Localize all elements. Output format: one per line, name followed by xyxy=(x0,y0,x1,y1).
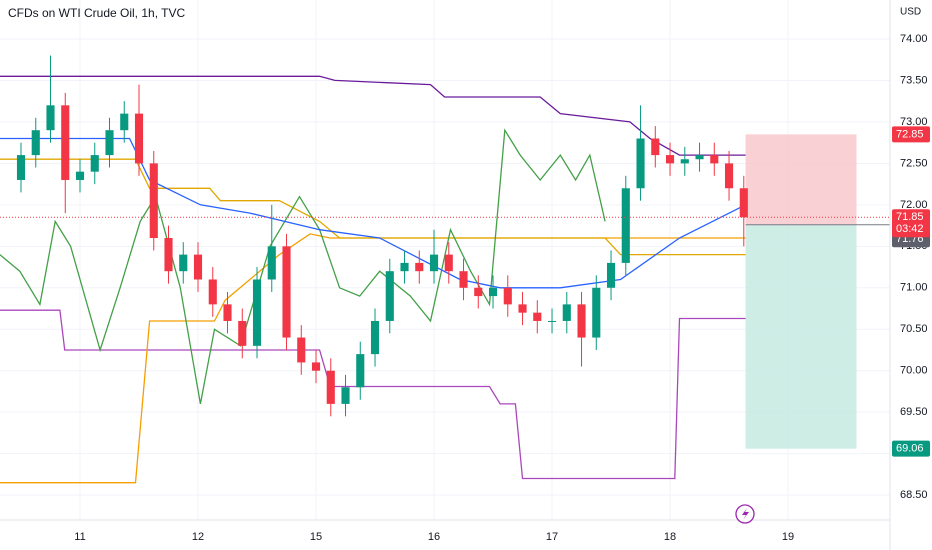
candle-body xyxy=(533,312,542,321)
candle-body xyxy=(120,113,129,131)
candle-body xyxy=(562,304,571,321)
y-tick-label: 71.00 xyxy=(900,282,928,294)
candle-body xyxy=(695,155,704,160)
candle-body xyxy=(400,262,409,272)
y-tick-label: 70.50 xyxy=(900,323,928,335)
candle-body xyxy=(680,159,689,164)
stop-zone xyxy=(745,134,857,225)
candle-body xyxy=(459,271,468,288)
x-tick-label: 17 xyxy=(546,531,558,543)
candle-body xyxy=(105,130,114,156)
y-tick-label: 73.50 xyxy=(900,74,928,86)
candle-body xyxy=(223,304,232,321)
candle-body xyxy=(238,320,247,346)
candle-body xyxy=(665,155,675,164)
candle-body xyxy=(606,262,616,288)
x-tick-label: 15 xyxy=(310,531,322,543)
price-label: 72.85 xyxy=(896,128,924,140)
candle-body xyxy=(547,320,557,322)
y-tick-label: 68.50 xyxy=(900,489,928,501)
candle-body xyxy=(651,138,660,156)
y-tick-label: 74.00 xyxy=(900,33,928,45)
price-label-box xyxy=(892,126,930,143)
candle-body xyxy=(326,370,335,404)
candle-body xyxy=(577,304,586,338)
candle-body xyxy=(724,163,734,189)
candle-body xyxy=(208,279,217,305)
candle-body xyxy=(193,254,203,280)
candle-body xyxy=(90,155,99,172)
price-label: 71.85 xyxy=(896,211,924,223)
candle-body xyxy=(356,354,365,388)
price-label-box xyxy=(892,209,930,238)
candle-body xyxy=(31,130,40,156)
candle-body xyxy=(297,337,306,363)
y-tick-label: 72.50 xyxy=(900,157,928,169)
target-zone xyxy=(745,224,857,449)
plot xyxy=(0,55,890,484)
axes: 68.5069.0069.5070.0070.5071.0071.5072.00… xyxy=(74,33,930,543)
indicator-line xyxy=(0,75,746,156)
event-icon-bolt xyxy=(742,508,749,520)
candle-body xyxy=(341,387,350,404)
x-tick-label: 19 xyxy=(782,531,794,543)
candle-body xyxy=(592,287,601,338)
candle-body xyxy=(282,246,291,338)
x-tick-label: 16 xyxy=(428,531,440,543)
candle-body xyxy=(179,254,188,272)
candle-body xyxy=(311,362,321,371)
countdown-label: 03:42 xyxy=(896,223,924,235)
y-tick-label: 73.00 xyxy=(900,116,928,128)
candle-body xyxy=(46,105,55,131)
candle-body xyxy=(444,254,453,272)
y-tick-label: 72.00 xyxy=(900,199,928,211)
x-tick-label: 18 xyxy=(664,531,676,543)
indicator-line xyxy=(0,137,746,289)
x-tick-label: 12 xyxy=(192,531,204,543)
indicator-line xyxy=(0,309,746,480)
candle-body xyxy=(621,188,630,263)
candle-body xyxy=(710,155,719,164)
candle-body xyxy=(385,271,394,321)
candle-body xyxy=(503,287,512,305)
candle-body xyxy=(636,138,645,189)
candle-body xyxy=(16,155,26,180)
candle-body xyxy=(134,113,144,164)
candle-body xyxy=(488,287,498,297)
candle-body xyxy=(61,105,70,180)
x-tick-label: 11 xyxy=(74,531,85,543)
candle-body xyxy=(164,238,173,272)
candle-body xyxy=(518,304,527,313)
chart-title: CFDs on WTI Crude Oil, 1h, TVC xyxy=(8,6,185,20)
candle-body xyxy=(474,287,483,297)
candle-body xyxy=(252,279,262,346)
price-label-box xyxy=(892,440,930,457)
candle-body xyxy=(149,163,158,239)
candle-body xyxy=(267,246,276,280)
candle-body xyxy=(370,320,380,355)
y-tick-label: 69.50 xyxy=(900,406,928,418)
candle-body xyxy=(429,254,439,272)
candle-body xyxy=(415,262,424,272)
indicator-line xyxy=(0,158,746,256)
candle-body xyxy=(739,188,748,218)
candle-body xyxy=(75,171,85,180)
y-tick-label: 70.00 xyxy=(900,365,928,377)
currency: USD xyxy=(900,7,921,18)
price-label: 69.06 xyxy=(896,443,924,455)
